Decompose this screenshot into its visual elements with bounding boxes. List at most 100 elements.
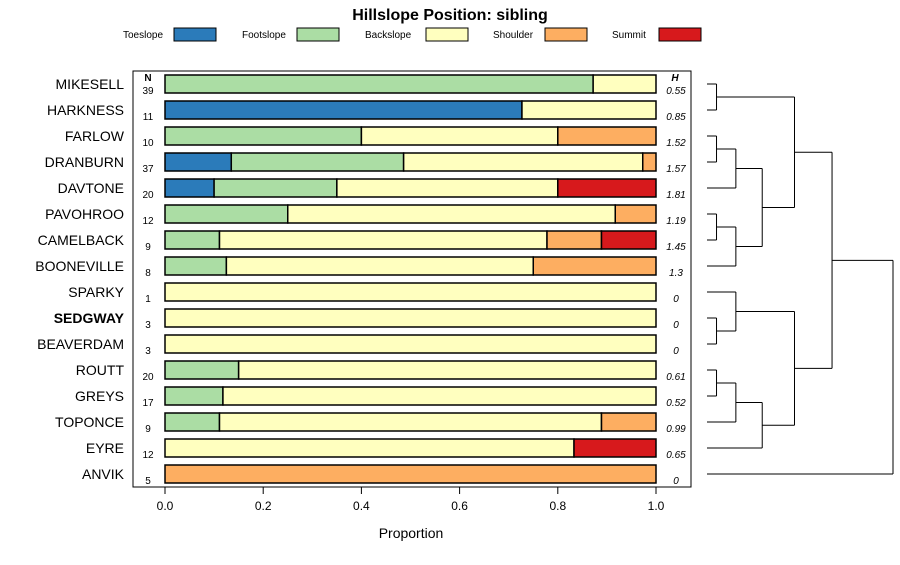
bar-segment-backslope xyxy=(164,334,657,354)
bar-segment-footslope xyxy=(164,74,594,94)
n-column-header: N xyxy=(144,73,151,84)
bar-segment-backslope xyxy=(225,256,534,276)
category-label: DAVTONE xyxy=(58,180,124,196)
legend-swatch-footslope xyxy=(296,27,340,42)
legend-swatch-backslope xyxy=(425,27,469,42)
n-value: 12 xyxy=(142,216,154,227)
row-pavohroo: PAVOHROO 12 1.19 xyxy=(45,204,686,227)
legend-label-summit: Summit xyxy=(612,30,646,41)
h-value: 0.85 xyxy=(666,112,686,123)
n-value: 17 xyxy=(142,398,154,409)
row-sparky: SPARKY 1 0 xyxy=(68,282,679,305)
row-toponce: TOPONCE 9 0.99 xyxy=(55,412,686,435)
legend-label-shoulder: Shoulder xyxy=(493,30,534,41)
x-axis-label: Proportion xyxy=(379,525,444,541)
row-beaverdam: BEAVERDAM 3 0 xyxy=(37,334,679,357)
bar-segment-backslope xyxy=(521,100,657,120)
n-value: 8 xyxy=(145,268,151,279)
h-column-header: H xyxy=(671,73,679,84)
legend: Toeslope Footslope Backslope Shoulder Summit xyxy=(123,27,702,42)
x-tick-label: 0.8 xyxy=(549,499,566,513)
category-label: EYRE xyxy=(86,440,124,456)
n-value: 9 xyxy=(145,424,151,435)
bar-segment-backslope xyxy=(592,74,657,94)
x-tick-label: 0.0 xyxy=(157,499,174,513)
category-label: GREYS xyxy=(75,388,124,404)
h-value: 1.81 xyxy=(666,190,685,201)
bar-segment-shoulder xyxy=(532,256,657,276)
category-label: ROUTT xyxy=(76,362,125,378)
h-value: 0 xyxy=(673,476,679,487)
bar-segment-shoulder xyxy=(614,204,657,224)
h-value: 0.65 xyxy=(666,450,686,461)
n-value: 37 xyxy=(142,164,154,175)
bar-segment-backslope xyxy=(222,386,657,406)
h-value: 0.52 xyxy=(666,398,686,409)
category-label: MIKESELL xyxy=(56,76,125,92)
bar-segment-footslope xyxy=(164,386,224,406)
bar-segment-backslope xyxy=(237,360,657,380)
category-label: SPARKY xyxy=(68,284,124,300)
row-mikesell: MIKESELL 39 0.55 xyxy=(56,74,686,97)
n-value: 12 xyxy=(142,450,154,461)
row-booneville: BOONEVILLE 8 1.3 xyxy=(35,256,683,279)
legend-label-backslope: Backslope xyxy=(365,30,412,41)
row-camelback: CAMELBACK 9 1.45 xyxy=(38,230,686,253)
bar-segment-footslope xyxy=(164,204,289,224)
legend-label-toeslope: Toeslope xyxy=(123,30,163,41)
x-tick-label: 0.4 xyxy=(353,499,370,513)
x-axis: 0.0 0.2 0.4 0.6 0.8 1.0 xyxy=(157,487,665,513)
category-label: SEDGWAY xyxy=(54,310,125,326)
row-sedgway: SEDGWAY 3 0 xyxy=(54,308,679,331)
legend-swatch-toeslope xyxy=(173,27,217,42)
h-value: 1.3 xyxy=(669,268,683,279)
n-value: 3 xyxy=(145,346,151,357)
category-label: ANVIK xyxy=(82,466,125,482)
legend-label-footslope: Footslope xyxy=(242,30,286,41)
h-value: 0 xyxy=(673,294,679,305)
bar-segment-summit xyxy=(557,178,657,198)
category-label: TOPONCE xyxy=(55,414,124,430)
category-label: BEAVERDAM xyxy=(37,336,124,352)
row-anvik: ANVIK 5 0 xyxy=(82,464,679,487)
n-value: 1 xyxy=(145,294,151,305)
n-value: 5 xyxy=(145,476,151,487)
bar-segment-backslope xyxy=(164,282,657,302)
x-tick-label: 0.6 xyxy=(451,499,468,513)
category-label: HARKNESS xyxy=(47,102,124,118)
bar-segment-shoulder xyxy=(164,464,657,484)
bar-segment-backslope xyxy=(360,126,559,146)
bar-segment-toeslope xyxy=(164,100,523,120)
row-eyre: EYRE 12 0.65 xyxy=(86,438,686,461)
category-label: DRANBURN xyxy=(45,154,124,170)
x-tick-label: 1.0 xyxy=(648,499,665,513)
legend-swatch-summit xyxy=(658,27,702,42)
row-harkness: HARKNESS 11 0.85 xyxy=(47,100,686,123)
bar-segment-backslope xyxy=(218,230,548,250)
bar-segment-shoulder xyxy=(600,412,657,432)
n-value: 20 xyxy=(142,372,154,383)
row-dranburn: DRANBURN 37 1.57 xyxy=(45,152,686,175)
n-value: 10 xyxy=(142,138,154,149)
bar-segment-backslope xyxy=(402,152,644,172)
bar-segment-shoulder xyxy=(546,230,603,250)
bar-segment-backslope xyxy=(287,204,616,224)
n-value: 20 xyxy=(142,190,154,201)
bar-segment-shoulder xyxy=(641,152,657,172)
bar-segment-footslope xyxy=(230,152,405,172)
row-davtone: DAVTONE 20 1.81 xyxy=(58,178,686,201)
row-farlow: FARLOW 10 1.52 xyxy=(65,126,686,149)
h-value: 1.45 xyxy=(666,242,686,253)
bar-segment-summit xyxy=(573,438,657,458)
bar-segment-toeslope xyxy=(164,152,233,172)
dendrogram xyxy=(707,83,894,475)
bar-segment-backslope xyxy=(218,412,603,432)
plot-frame xyxy=(132,70,692,488)
n-value: 9 xyxy=(145,242,151,253)
bar-segment-footslope xyxy=(164,230,221,250)
bar-segment-footslope xyxy=(164,256,228,276)
bar-segment-summit xyxy=(600,230,657,250)
h-value: 0 xyxy=(673,346,679,357)
